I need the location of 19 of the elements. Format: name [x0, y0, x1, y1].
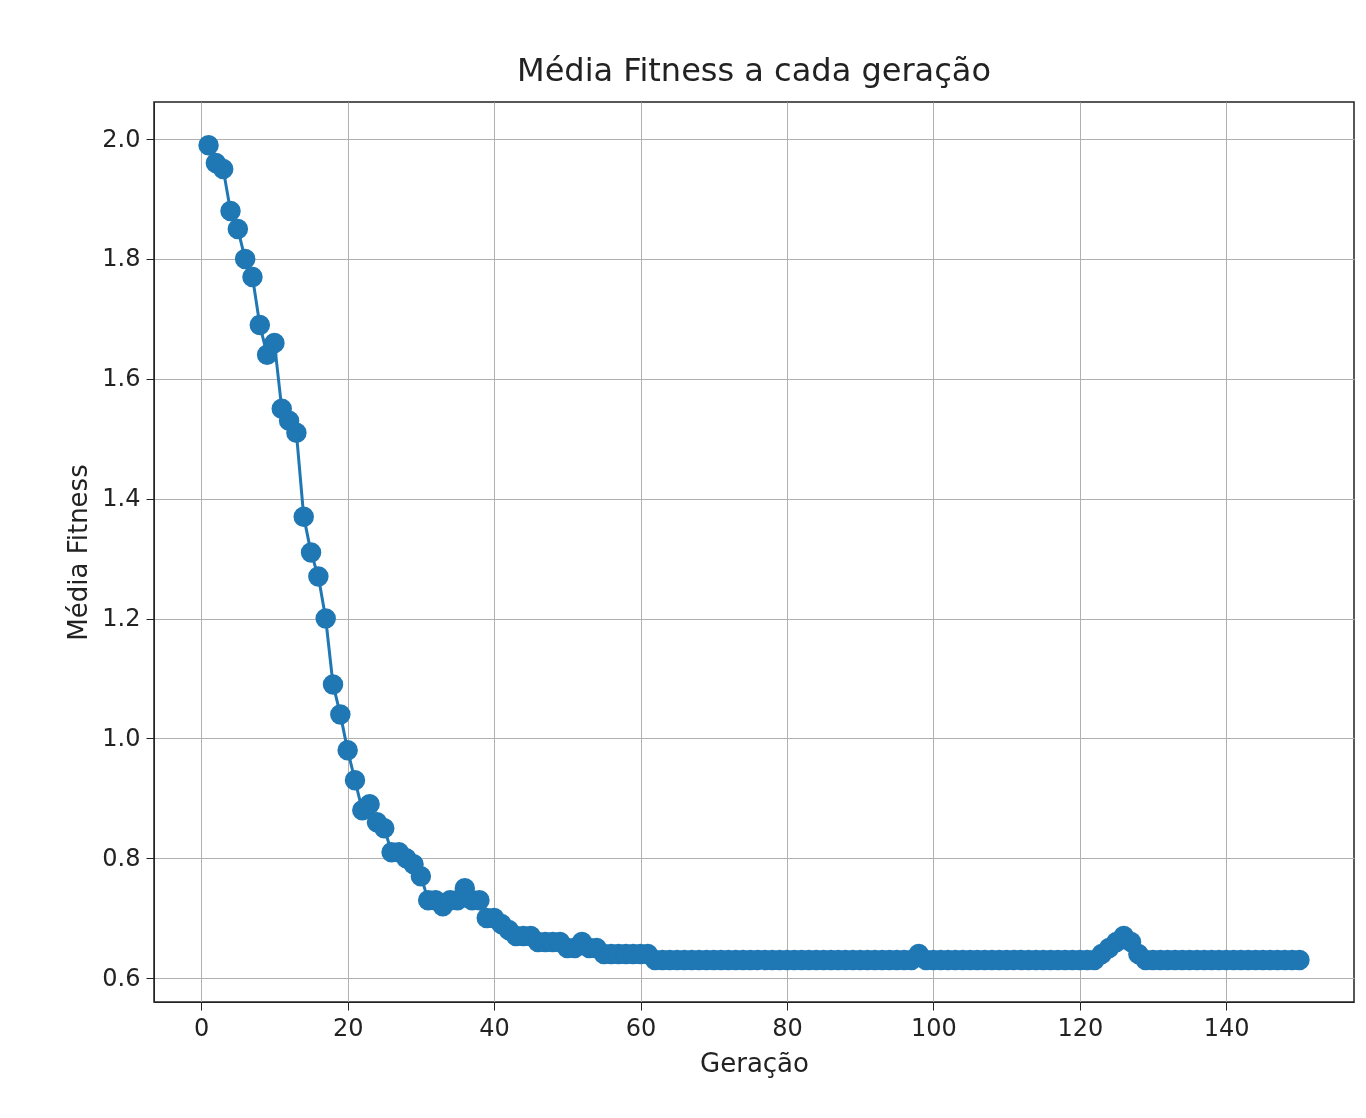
x-tick-label: 100 — [910, 1013, 957, 1042]
y-tick-label: 1.0 — [102, 723, 141, 752]
x-tick-label: 140 — [1203, 1013, 1250, 1042]
x-tick-label: 0 — [194, 1013, 210, 1042]
y-axis-title: Média Fitness — [63, 464, 94, 641]
chart-title: Média Fitness a cada geração — [517, 51, 991, 89]
y-tick-label: 2.0 — [102, 124, 141, 153]
y-tick-label: 1.6 — [102, 364, 141, 393]
y-tick-label: 1.2 — [102, 604, 141, 633]
y-tick-label: 1.4 — [102, 484, 141, 513]
x-tick-label: 120 — [1057, 1013, 1104, 1042]
y-tick-label: 0.8 — [102, 843, 141, 872]
x-tick-label: 20 — [332, 1013, 364, 1042]
x-tick-label: 80 — [772, 1013, 803, 1042]
y-tick-label: 0.6 — [102, 963, 141, 992]
x-axis-title: Geração — [700, 1047, 809, 1078]
x-tick-label: 40 — [479, 1013, 510, 1042]
x-tick-label: 60 — [625, 1013, 657, 1042]
y-tick-label: 1.8 — [102, 244, 141, 273]
